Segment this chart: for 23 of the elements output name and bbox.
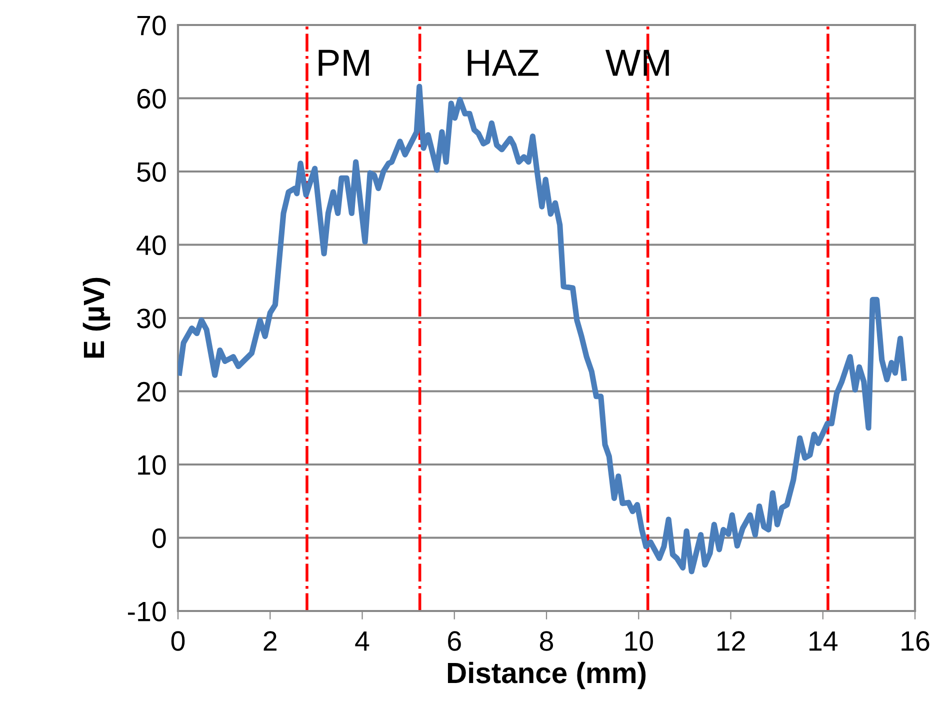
annotation: WM	[605, 50, 669, 76]
x-tick-label: 8	[540, 631, 554, 651]
y-tick-label: 30	[137, 308, 166, 328]
x-axis-title: Distance (mm)	[448, 662, 646, 690]
y-tick-label: 40	[136, 235, 166, 256]
y-tick-label: 50	[137, 162, 166, 182]
y-tick-label: 60	[137, 88, 166, 109]
x-tick-label: 14	[810, 631, 838, 651]
annotation: HAZ	[468, 50, 539, 76]
x-tick-label: 4	[355, 631, 370, 651]
y-tick-label: 10	[138, 455, 166, 475]
y-tick-label: 70	[137, 16, 166, 36]
x-tick-label: 12	[717, 631, 745, 651]
y-tick-label: 20	[137, 382, 166, 402]
y-tick-label: 0	[152, 528, 166, 548]
x-tick-label: 0	[171, 631, 185, 651]
x-tick-label: 10	[625, 631, 653, 651]
x-tick-label: 16	[902, 631, 930, 651]
x-tick-label: 6	[448, 631, 461, 651]
annotation: PM	[318, 50, 369, 76]
y-tick-label: -10	[128, 602, 166, 622]
x-tick-label: 2	[264, 631, 276, 651]
y-axis-title: E (µV)	[82, 278, 110, 358]
